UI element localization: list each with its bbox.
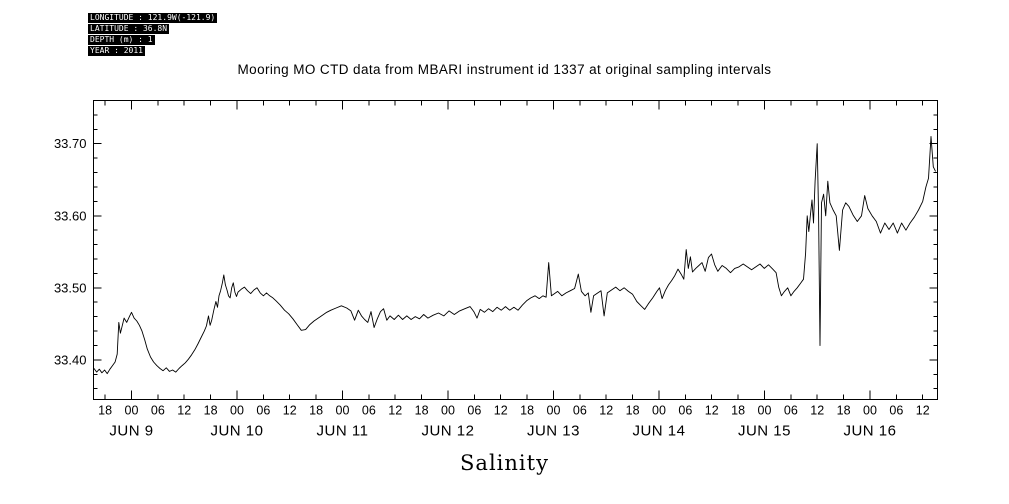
y-tick-label: 33.60 (54, 208, 87, 223)
x-day-label: JUN 12 (421, 423, 474, 440)
x-hour-label: 06 (256, 404, 270, 418)
x-hour-label: 00 (863, 404, 877, 418)
x-hour-label: 12 (283, 404, 297, 418)
x-day-label: JUN 10 (210, 423, 263, 440)
x-hour-label: 18 (731, 404, 745, 418)
x-hour-label: 12 (177, 404, 191, 418)
x-hour-label: 12 (810, 404, 824, 418)
x-hour-label: 00 (336, 404, 350, 418)
x-day-label: JUN 16 (843, 423, 896, 440)
x-hour-label: 18 (98, 404, 112, 418)
x-day-label: JUN 9 (109, 423, 153, 440)
x-hour-label: 06 (784, 404, 798, 418)
metadata-block: LONGITUDE : 121.9W(-121.9) LATITUDE : 36… (88, 13, 218, 57)
x-hour-label: 12 (388, 404, 402, 418)
x-hour-label: 06 (889, 404, 903, 418)
x-hour-label: 00 (547, 404, 561, 418)
y-tick-label: 33.50 (54, 280, 87, 295)
plot-title: Mooring MO CTD data from MBARI instrumen… (237, 62, 772, 77)
x-hour-label: 12 (916, 404, 930, 418)
x-hour-label: 06 (151, 404, 165, 418)
x-hour-label: 00 (230, 404, 244, 418)
x-hour-label: 18 (626, 404, 640, 418)
salinity-axis-title: Salinity (460, 451, 549, 475)
x-hour-label: 12 (599, 404, 613, 418)
x-hour-label: 06 (678, 404, 692, 418)
x-hour-label: 18 (520, 404, 534, 418)
x-hour-label: 12 (494, 404, 508, 418)
metadata-longitude: LONGITUDE : 121.9W(-121.9) (88, 13, 218, 23)
x-hour-label: 18 (204, 404, 218, 418)
x-hour-label: 12 (705, 404, 719, 418)
x-hour-label: 00 (758, 404, 772, 418)
x-day-label: JUN 14 (632, 423, 685, 440)
plot-frame (93, 100, 938, 400)
x-day-label: JUN 13 (527, 423, 580, 440)
x-hour-label: 18 (309, 404, 323, 418)
salinity-line (93, 136, 936, 375)
y-tick-label: 33.40 (54, 352, 87, 367)
x-hour-label: 06 (362, 404, 376, 418)
x-hour-label: 00 (125, 404, 139, 418)
y-tick-label: 33.70 (54, 136, 87, 151)
x-day-label: JUN 15 (738, 423, 791, 440)
metadata-depth: DEPTH (m) : 1 (88, 35, 155, 45)
x-hour-label: 18 (837, 404, 851, 418)
x-hour-label: 06 (573, 404, 587, 418)
x-hour-label: 18 (415, 404, 429, 418)
x-hour-label: 00 (441, 404, 455, 418)
x-hour-label: 06 (467, 404, 481, 418)
x-day-label: JUN 11 (317, 423, 369, 440)
metadata-latitude: LATITUDE : 36.8N (88, 24, 170, 34)
x-hour-label: 00 (652, 404, 666, 418)
metadata-year: YEAR : 2011 (88, 46, 145, 56)
